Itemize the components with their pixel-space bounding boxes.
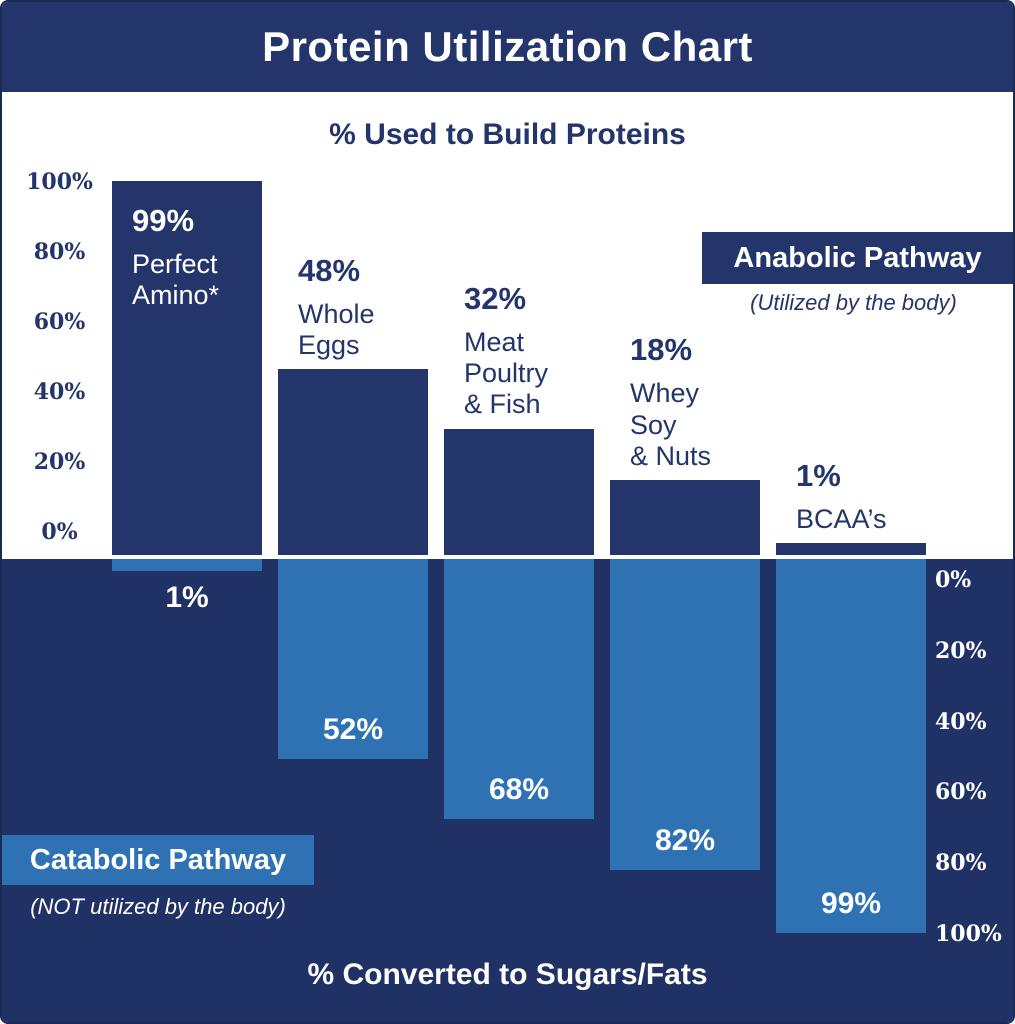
- category-label: Meat Poultry & Fish: [464, 326, 549, 420]
- right-axis-tick: 40%: [935, 708, 987, 735]
- anabolic-value: 99%: [132, 202, 195, 238]
- anabolic-bar: [278, 369, 428, 555]
- anabolic-value: 48%: [298, 252, 361, 288]
- bar-whey-soy-nuts: 18% Whey Soy & Nuts 82%: [610, 2, 760, 1022]
- left-axis-tick: 80%: [33, 239, 86, 265]
- anabolic-bar: [112, 180, 262, 555]
- chart-title: Protein Utilization Chart: [262, 23, 753, 70]
- right-axis-tick: 100%: [935, 921, 1002, 947]
- bar-meat-poultry-fish: 32% Meat Poultry & Fish 68%: [444, 2, 594, 1022]
- anabolic-value: 1%: [796, 458, 841, 493]
- bar-top-label: 99% Perfect Amino*: [112, 203, 262, 312]
- catabolic-value: 82%: [654, 824, 716, 858]
- category-label: BCAA’s: [796, 504, 887, 534]
- bar-top-label: 1% BCAA’s: [776, 458, 926, 535]
- bar-bcaas: 1% BCAA’s 99%: [776, 2, 926, 1022]
- catabolic-bar: 52%: [278, 559, 428, 760]
- anabolic-pathway-legend: Anabolic Pathway: [702, 232, 1013, 284]
- right-axis-tick: 20%: [935, 637, 987, 664]
- anabolic-bar: [776, 543, 926, 555]
- chart-header: Protein Utilization Chart: [2, 2, 1013, 92]
- catabolic-bar: 82%: [610, 559, 760, 871]
- catabolic-pathway-note: (NOT utilized by the body): [30, 894, 286, 919]
- anabolic-value: 18%: [630, 332, 693, 368]
- right-axis-tick: 60%: [935, 779, 987, 806]
- anabolic-section-title: % Used to Build Proteins: [329, 118, 686, 151]
- anabolic-pathway-note: (Utilized by the body): [750, 290, 957, 315]
- bar-perfect-amino: 99% Perfect Amino* 1%: [112, 2, 262, 1022]
- catabolic-value: 52%: [322, 713, 384, 747]
- right-axis-tick: 0%: [935, 567, 972, 593]
- right-axis-tick: 80%: [935, 850, 987, 877]
- catabolic-section-title: % Converted to Sugars/Fats: [307, 958, 708, 991]
- bar-top-label: 18% Whey Soy & Nuts: [610, 332, 760, 472]
- catabolic-value: 1%: [165, 580, 209, 614]
- bar-top-label: 32% Meat Poultry & Fish: [444, 281, 594, 421]
- anabolic-value: 32%: [464, 280, 527, 316]
- category-label: Whey Soy & Nuts: [630, 378, 712, 472]
- left-axis-tick: 0%: [41, 519, 78, 545]
- left-axis-tick: 100%: [26, 169, 93, 195]
- anabolic-bar: [610, 480, 760, 555]
- catabolic-pathway-legend: Catabolic Pathway: [2, 835, 314, 885]
- left-axis-tick: 60%: [33, 309, 86, 335]
- catabolic-bar: [112, 559, 262, 571]
- bar-whole-eggs: 48% Whole Eggs 52%: [278, 2, 428, 1022]
- catabolic-value: 99%: [820, 887, 882, 921]
- category-label: Whole Eggs: [298, 298, 375, 361]
- left-axis-tick: 20%: [33, 449, 86, 475]
- bar-top-label: 48% Whole Eggs: [278, 253, 428, 362]
- category-label: Perfect Amino*: [132, 248, 220, 310]
- left-axis-tick: 40%: [33, 379, 86, 405]
- catabolic-value: 68%: [488, 772, 550, 806]
- anabolic-bar: [444, 428, 594, 555]
- catabolic-bar: 68%: [444, 559, 594, 819]
- catabolic-bar: 99%: [776, 559, 926, 934]
